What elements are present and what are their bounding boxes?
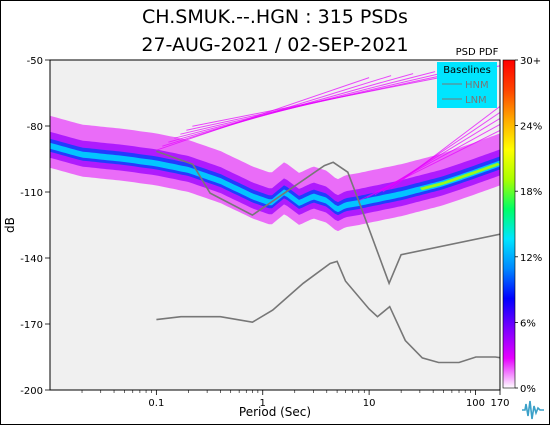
y-tick-label: -50	[27, 56, 43, 67]
x-axis: 0.1 1 10 100 170	[81, 390, 510, 409]
density-streak	[390, 106, 500, 190]
y-axis: -200 -170 -140 -110 -80 -50	[20, 56, 50, 397]
colorbar-tick-label: 0%	[520, 384, 536, 395]
y-axis-label: dB	[3, 217, 17, 233]
legend-entry-hnm: HNM	[465, 80, 489, 91]
density-streak	[374, 117, 500, 196]
chart-title: CH.SMUK.--.HGN : 315 PSDs	[142, 6, 408, 28]
colorbar-title: PSD PDF	[456, 47, 499, 58]
series-line-hnm	[156, 150, 500, 286]
x-tick-label: 1	[260, 398, 266, 409]
waveform-logo-icon	[522, 400, 544, 420]
colorbar	[502, 59, 516, 389]
legend-box	[437, 62, 497, 108]
x-axis-label: Period (Sec)	[239, 405, 311, 419]
x-tick-label: 0.1	[148, 398, 164, 409]
series-line-lnm	[156, 260, 500, 364]
y-tick-label: -200	[20, 386, 43, 397]
colorbar-tick-label: 18%	[520, 187, 542, 198]
colorbar-tick-label: 30+	[520, 56, 541, 67]
legend-entry-lnm: LNM	[465, 95, 487, 106]
y-tick-label: -80	[27, 122, 43, 133]
chart-subtitle: 27-AUG-2021 / 02-SEP-2021	[141, 34, 409, 56]
legend-title: Baselines	[443, 65, 491, 76]
density-band-peak	[419, 162, 500, 191]
plot-border	[49, 59, 501, 391]
density-streak	[382, 111, 500, 193]
density-band-core	[50, 142, 500, 213]
x-tick-label: 10	[363, 398, 376, 409]
colorbar-tick-label: 12%	[520, 253, 542, 264]
y-tick-label: -170	[20, 320, 43, 331]
y-tick-label: -140	[20, 254, 43, 265]
x-tick-label: 170	[490, 398, 509, 409]
baseline-series	[156, 150, 500, 364]
y-tick-label: -110	[20, 188, 43, 199]
colorbar-ticks: 0% 6% 12% 18% 24% 30+	[515, 56, 542, 395]
colorbar-tick-label: 6%	[520, 318, 536, 329]
colorbar-tick-label: 24%	[520, 122, 542, 133]
x-tick-label: 100	[466, 398, 485, 409]
plot-area	[50, 60, 500, 390]
legend: Baselines HNM LNM	[437, 62, 497, 108]
